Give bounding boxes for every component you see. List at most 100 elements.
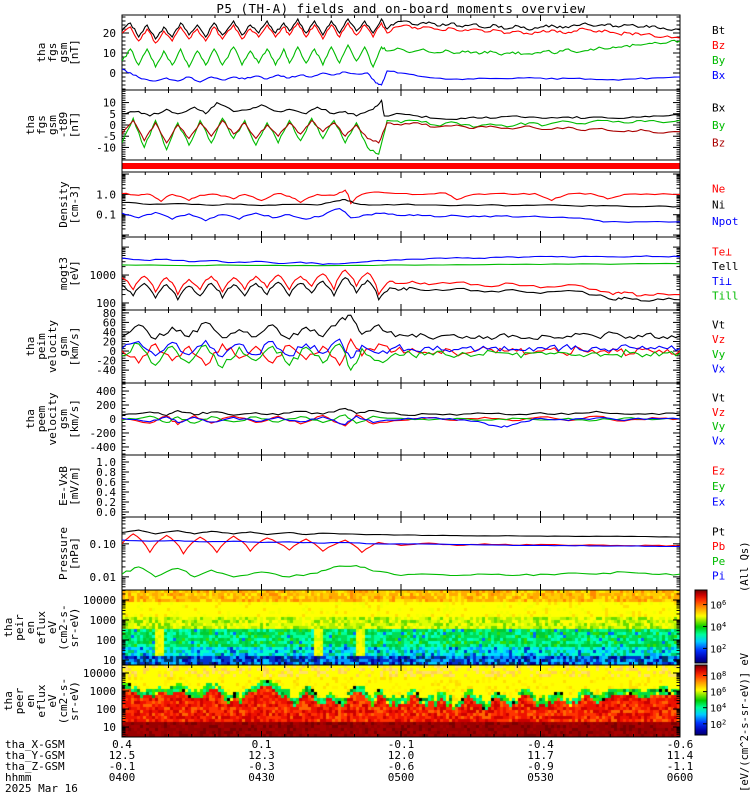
bottom-row-value: -0.6 <box>667 738 694 751</box>
y-tick-label: -20 <box>96 355 116 368</box>
series-label-Vx: Vx <box>712 435 726 448</box>
bottom-row-value: 0500 <box>388 771 415 784</box>
y-tick-label: 10 <box>103 97 116 110</box>
y-tick-label: 40 <box>103 326 116 339</box>
panel-ylabel: [nPa] <box>68 537 81 570</box>
bottom-row-value: 0.1 <box>252 738 272 751</box>
panel-ylabel: -t89 <box>57 112 70 139</box>
y-tick-label: 10 <box>103 721 116 734</box>
panel-ylabel: peer <box>13 687 26 714</box>
series-label-Bz: Bz <box>712 39 725 52</box>
colorbar-qualifier-label: (All Qs) <box>739 541 750 592</box>
bottom-row-value: 11.4 <box>667 749 694 762</box>
colorbar-tick-label: 106 <box>710 686 726 699</box>
bottom-row-value: -0.4 <box>527 738 554 751</box>
series-Ti_perp <box>122 255 680 265</box>
panel-peir_spec: 10 100 1000 10000 thapeirenefluxeV(cm2-s-sr-… <box>2 589 681 667</box>
series-Vt <box>122 407 680 417</box>
colorbar-peer_spec: 108 106 104 102 <box>694 664 726 736</box>
series-Bz <box>122 119 680 144</box>
series-label-Te⊥: Te⊥ <box>712 246 732 259</box>
series-label-Pt: Pt <box>712 526 725 539</box>
panel-frame <box>121 589 681 666</box>
series-label-Vy: Vy <box>712 420 726 433</box>
series-Vx <box>122 338 680 359</box>
y-tick-label: 1000 <box>90 269 117 282</box>
y-tick-label: 10000 <box>83 594 116 607</box>
panel-ylabel: tha <box>24 115 37 135</box>
colorbar-tick-label: 102 <box>710 643 726 656</box>
y-tick-label: 20 <box>103 27 116 40</box>
bottom-row-label: hhmm <box>5 771 32 784</box>
bottom-row-value: 0430 <box>248 771 275 784</box>
panel-ylabel: fgs <box>46 43 59 63</box>
panel-frame <box>121 454 681 518</box>
series-label-Ni: Ni <box>712 199 725 212</box>
panel-efield: 1.00.80.60.40.20.0 E=-VxB[mV/m] Ez Ey Ex <box>57 454 726 519</box>
panel-ylabel: tha <box>2 691 15 711</box>
y-tick-label: 0.2 <box>96 496 116 509</box>
bottom-row-value: -0.3 <box>248 760 275 773</box>
y-tick-label: 0.10 <box>90 538 117 551</box>
panel-ylabel: mogt3 <box>57 257 70 290</box>
series-Pe <box>122 565 680 578</box>
flag-bar <box>122 163 680 169</box>
panel-ylabel: eV <box>46 621 59 635</box>
y-tick-label: 1.0 <box>96 456 116 469</box>
panel-ylabel: [mV/m] <box>68 466 81 506</box>
panel-ylabel: tha <box>2 618 15 638</box>
panel-ylabel: velocity <box>46 392 59 445</box>
bottom-axis-annotations: tha_X-GSM 0.4 0.1 -0.1 -0.4 -0.6 tha_Y-GSM 12.5… <box>5 738 694 795</box>
series-label-Ne: Ne <box>712 182 725 195</box>
series-label-Bz: Bz <box>712 137 725 150</box>
series-label-Vy: Vy <box>712 348 726 361</box>
y-tick-label: 0.0 <box>96 506 116 519</box>
series-Vx <box>122 415 680 428</box>
y-tick-label: 0.1 <box>96 209 116 222</box>
colorbar-tick-label: 102 <box>710 718 726 731</box>
series-label-Vz: Vz <box>712 406 725 419</box>
bottom-row-value: 0530 <box>527 771 554 784</box>
bottom-row-value: 12.0 <box>388 749 415 762</box>
panel-ylabel: eV <box>46 694 59 708</box>
bottom-row-label: tha_Y-GSM <box>5 749 65 762</box>
panel-ylabel: fgs <box>35 115 48 135</box>
bottom-row-value: 12.3 <box>248 749 275 762</box>
y-tick-label: -200 <box>90 427 117 440</box>
panel-ylabel: gsm <box>57 42 70 62</box>
panel-ylabel: [km/s] <box>68 399 81 439</box>
series-label-By: By <box>712 54 726 67</box>
panel-ylabel: gsm <box>57 336 70 356</box>
panel-mogt3: 100 1000 mogt3[eV] Te⊥Tell Ti⊥Till <box>57 236 739 311</box>
panel-ylabel: en <box>24 694 37 707</box>
bottom-row-label: tha_X-GSM <box>5 738 65 751</box>
panel-ylabel: (cm2-s- <box>57 678 70 724</box>
series-Bx <box>122 98 680 120</box>
y-tick-label: 200 <box>96 399 116 412</box>
series-label-Ex: Ex <box>712 496 726 509</box>
series-label-Bx: Bx <box>712 69 726 82</box>
series-Pt <box>122 529 680 538</box>
y-tick-label: 0.4 <box>96 486 116 499</box>
series-Ni <box>122 199 680 208</box>
y-tick-label: 400 <box>96 385 116 398</box>
series-Bt <box>122 17 680 41</box>
y-tick-label: 5 <box>109 108 116 121</box>
panel-ylabel: E=-VxB <box>57 466 70 506</box>
y-tick-label: 0 <box>109 345 116 358</box>
series-label-Vt: Vt <box>712 391 725 404</box>
panel-ylabel: gsm <box>57 409 70 429</box>
series-Vy <box>122 414 680 424</box>
y-tick-label: 1000 <box>90 685 117 698</box>
bottom-row-value: 0600 <box>667 771 694 784</box>
series-label-Ti⊥: Ti⊥ <box>712 275 732 288</box>
series-label-By: By <box>712 119 726 132</box>
y-tick-label: 0.8 <box>96 466 116 479</box>
series-Vt <box>122 314 680 341</box>
series-By <box>122 116 680 155</box>
panel-ylabel: sr-eV) <box>68 608 81 648</box>
